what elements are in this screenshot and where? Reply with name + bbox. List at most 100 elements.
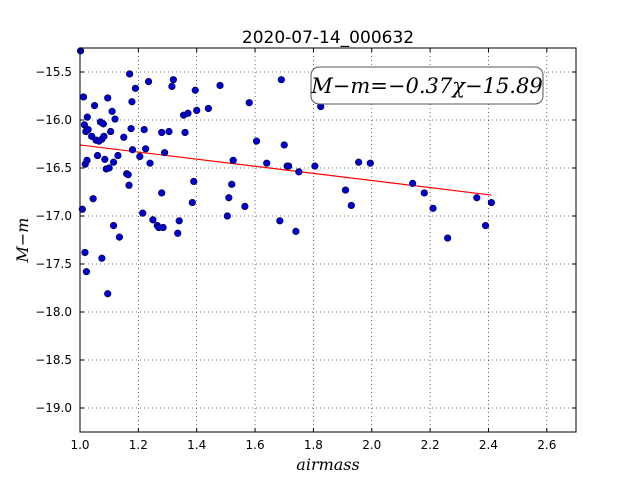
data-point [136,152,144,161]
data-point [93,151,102,160]
data-points [76,47,495,298]
x-tick-labels: 1.0 1.2 1.4 1.6 1.8 2.0 2.2 2.4 2.6 [70,438,556,452]
data-point [104,94,112,102]
data-point [252,137,261,145]
data-point [295,168,303,176]
data-point [128,98,136,106]
data-point [223,212,231,220]
data-point [114,151,122,160]
x-tick-label: 2.6 [537,438,556,452]
x-tick-label: 1.8 [304,438,323,452]
data-point [84,126,92,134]
data-point [341,186,350,194]
y-tick-label: −18.5 [35,353,72,367]
y-tick-label: −17.0 [35,209,72,223]
data-point [487,198,495,207]
data-point [225,194,233,202]
data-point [80,121,88,129]
y-tick-label: −19.0 [35,401,72,415]
plot-area [80,48,576,432]
data-point [444,234,452,242]
data-point [89,195,97,203]
data-point [165,127,173,136]
data-point [76,47,85,55]
data-point [99,120,107,128]
data-point [126,70,134,78]
data-point [355,158,363,166]
data-point [149,216,157,224]
data-point [193,106,201,114]
data-point [292,227,300,235]
data-point [105,164,113,172]
data-point [90,101,99,110]
y-tick-label: −16.0 [35,113,72,127]
data-point [229,156,237,164]
data-point [263,159,271,167]
data-point [161,149,169,157]
data-point [107,127,115,136]
data-point [79,93,88,101]
data-point [188,198,196,207]
x-tick-label: 1.2 [129,438,148,452]
data-point [174,229,182,237]
data-point [144,77,153,86]
data-point [276,217,284,225]
data-point [241,202,249,210]
x-tick-label: 2.0 [362,438,381,452]
data-point [280,141,288,149]
data-point [115,233,123,241]
data-point [78,205,86,213]
data-point [481,222,490,230]
fit-line-group [79,144,492,196]
data-point [191,86,199,94]
x-axis-label: airmass [296,455,359,474]
data-point [98,254,106,262]
axis-ticks [79,48,576,432]
data-point [347,201,355,210]
x-tick-label: 2.4 [479,438,498,452]
data-point [158,189,166,197]
data-point [190,177,198,186]
fit-line [79,144,492,196]
data-point [429,204,437,212]
fit-equation: M−m=−0.37χ−15.89 [310,74,542,98]
data-point [184,109,192,117]
data-point [139,209,147,217]
data-point [285,162,293,170]
data-point [104,290,112,298]
y-axis-label: M−m [13,218,32,264]
data-point [109,222,118,230]
data-point [124,171,132,179]
data-point [109,158,118,166]
data-point [108,107,116,115]
data-point [311,162,319,170]
chart-title: 2020-07-14_000632 [242,28,414,48]
data-point [169,76,177,84]
plot-frame [79,47,577,433]
data-point [181,128,189,137]
data-point [420,189,428,197]
y-tick-labels: −15.5 −16.0 −16.5 −17.0 −17.5 −18.0 −18.5 −19.0 [35,65,72,415]
data-point [159,223,167,232]
data-point [125,181,133,189]
data-point [142,145,150,153]
data-point [473,194,481,202]
data-point [82,268,91,276]
data-point [277,76,285,84]
data-point [204,104,212,113]
y-tick-label: −16.5 [35,161,72,175]
data-point [175,217,183,225]
data-point [127,125,135,133]
data-point [146,159,154,167]
data-point [158,128,166,137]
y-tick-label: −18.0 [35,305,72,319]
x-tick-label: 1.0 [70,438,89,452]
data-point [111,115,119,123]
y-tick-label: −17.5 [35,257,72,271]
data-point [83,113,91,121]
annotation-frame [310,66,544,105]
data-point [100,132,108,140]
data-point [216,81,224,90]
